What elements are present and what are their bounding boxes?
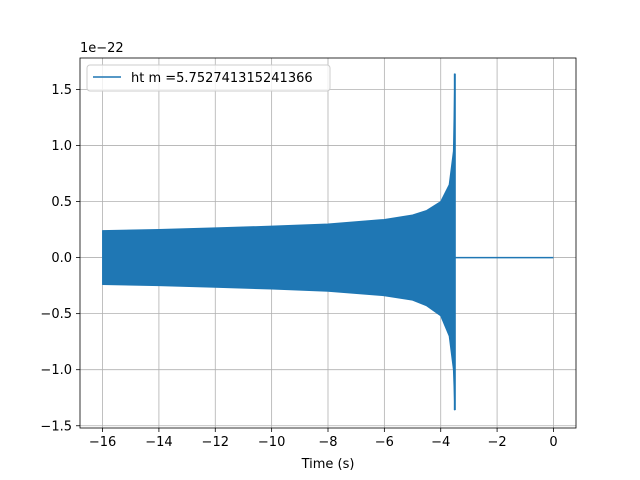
y-tick-label: −0.5 (40, 307, 72, 322)
y-tick-label: 1.0 (51, 139, 72, 154)
legend-box (86, 64, 331, 92)
y-tick-label: 0.5 (51, 195, 72, 210)
y-tick-label: −1.0 (40, 363, 72, 378)
x-tick-label: −2 (488, 435, 507, 450)
series-layer (102, 73, 554, 411)
x-tick-label: −6 (375, 435, 394, 450)
y-axis: −1.5 −1.0 −0.5 0.0 0.5 1.0 1.5 (40, 83, 80, 434)
x-tick-label: −10 (258, 435, 285, 450)
x-tick-label: −4 (431, 435, 450, 450)
x-tick-label: −8 (318, 435, 337, 450)
legend: ht m =5.752741315241366 (86, 64, 331, 92)
y-tick-label: 1.5 (51, 83, 72, 98)
y-tick-label: −1.5 (40, 419, 72, 434)
x-tick-label: −14 (145, 435, 172, 450)
x-axis-label: Time (s) (301, 457, 355, 472)
x-tick-label: −16 (89, 435, 116, 450)
y-scale-label: 1e−22 (80, 41, 124, 56)
y-tick-label: 0.0 (51, 251, 72, 266)
x-tick-label: 0 (549, 435, 557, 450)
x-axis: −16 −14 −12 −10 −8 −6 −4 −2 0 (89, 428, 558, 450)
x-tick-label: −12 (202, 435, 229, 450)
grid (80, 58, 576, 428)
legend-label: ht m =5.752741315241366 (131, 71, 313, 86)
